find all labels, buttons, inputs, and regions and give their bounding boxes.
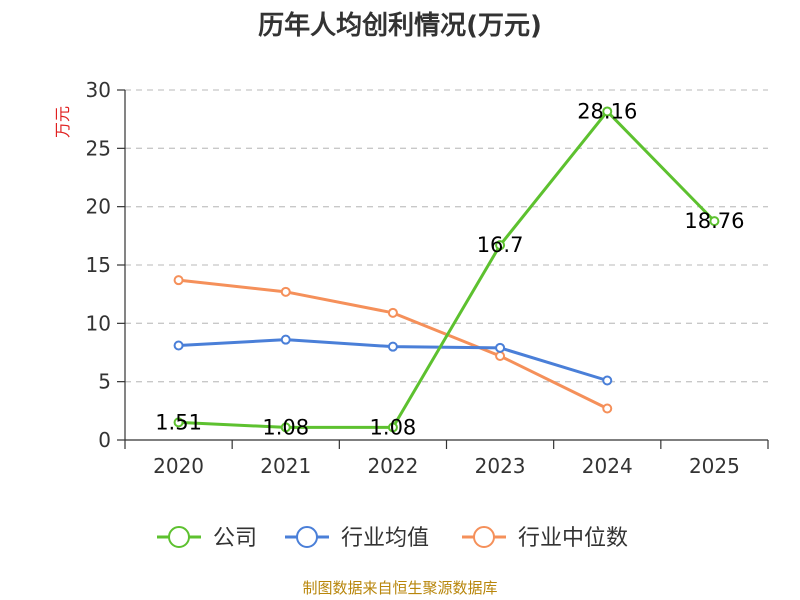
data-label: 1.08	[262, 415, 309, 439]
legend-item-2[interactable]: 行业中位数	[462, 526, 628, 551]
y-tick-label: 5	[98, 370, 111, 394]
x-tick-label: 2022	[367, 454, 418, 478]
series-group	[173, 106, 720, 433]
data-label: 28.16	[577, 99, 637, 123]
data-point[interactable]	[387, 341, 398, 352]
data-label: 16.7	[477, 233, 524, 257]
data-point[interactable]	[602, 375, 613, 386]
data-point[interactable]	[602, 106, 613, 117]
x-tick-label: 2020	[153, 454, 204, 478]
axes	[117, 89, 769, 449]
y-tick-label: 20	[86, 195, 111, 219]
source-note: 制图数据来自恒生聚源数据库	[302, 579, 497, 597]
legend-item-0[interactable]: 公司	[157, 526, 257, 551]
y-axis-label: 万元	[53, 106, 72, 138]
y-tick-label: 15	[86, 253, 111, 277]
x-tick-label: 2025	[689, 454, 740, 478]
data-point[interactable]	[602, 403, 613, 414]
data-label: 1.51	[155, 410, 202, 434]
legend-label: 行业均值	[341, 526, 429, 551]
data-point[interactable]	[280, 334, 291, 345]
data-labels: 1.51 1.08 1.08 16.7 28.16 18.76	[155, 99, 744, 439]
data-point[interactable]	[387, 422, 398, 433]
data-point[interactable]	[709, 216, 720, 227]
data-point[interactable]	[495, 342, 506, 353]
legend-swatch-marker	[473, 526, 495, 548]
data-point[interactable]	[280, 286, 291, 297]
y-tick-label: 10	[86, 311, 111, 335]
y-tick-label: 0	[98, 428, 111, 452]
x-ticks: 2020 2021 2022 2023 2024 2025	[153, 454, 740, 478]
data-point[interactable]	[173, 340, 184, 351]
x-tick-label: 2021	[260, 454, 311, 478]
chart-title: 历年人均创利情况(万元)	[258, 10, 542, 41]
y-tick-label: 30	[86, 78, 111, 102]
y-tick-label: 25	[86, 136, 111, 160]
legend-label: 行业中位数	[518, 526, 628, 551]
data-point[interactable]	[387, 307, 398, 318]
legend-label: 公司	[213, 526, 257, 551]
legend-swatch-marker	[168, 526, 190, 548]
data-label: 1.08	[370, 415, 417, 439]
data-point[interactable]	[173, 417, 184, 428]
x-tick-label: 2024	[582, 454, 633, 478]
legend[interactable]: 公司 行业均值 行业中位数	[157, 526, 628, 551]
data-point[interactable]	[495, 240, 506, 251]
grid-lines	[125, 89, 768, 383]
y-ticks: 0 5 10 15 20 25 30	[86, 78, 111, 452]
legend-item-1[interactable]: 行业均值	[285, 526, 429, 551]
series-line-0	[178, 109, 716, 429]
data-point[interactable]	[173, 275, 184, 286]
data-point[interactable]	[495, 351, 506, 361]
x-tick-label: 2023	[475, 454, 526, 478]
data-label: 18.76	[684, 209, 744, 233]
legend-swatch-marker	[296, 526, 318, 548]
data-point[interactable]	[280, 422, 291, 433]
